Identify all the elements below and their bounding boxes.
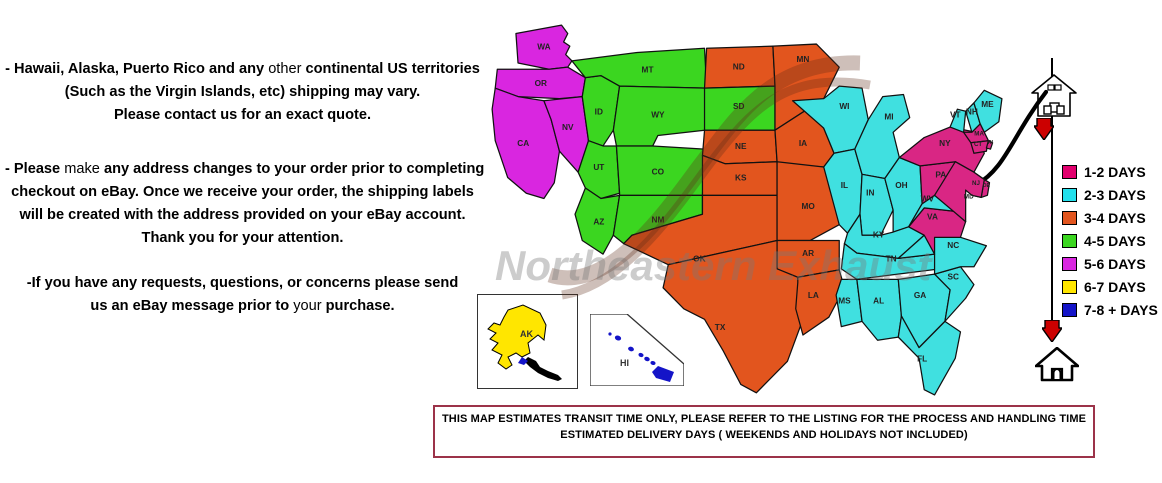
svg-text:RI: RI [988,140,994,146]
svg-text:MA: MA [974,130,984,137]
svg-text:NY: NY [939,138,951,148]
svg-text:CT: CT [974,141,982,148]
svg-text:PA: PA [935,169,946,179]
svg-text:ME: ME [981,99,994,109]
svg-text:NH: NH [966,106,978,116]
svg-text:CA: CA [517,138,529,148]
svg-text:WV: WV [921,194,935,204]
svg-text:VT: VT [950,110,961,120]
svg-text:NJ: NJ [972,180,980,187]
svg-text:FL: FL [917,353,927,363]
svg-text:TX: TX [715,322,726,332]
svg-text:VA: VA [927,211,938,221]
svg-text:MD: MD [964,193,974,200]
svg-text:GA: GA [914,290,926,300]
svg-text:MI: MI [884,112,893,122]
svg-text:DE: DE [983,183,991,189]
svg-text:OH: OH [895,180,907,190]
